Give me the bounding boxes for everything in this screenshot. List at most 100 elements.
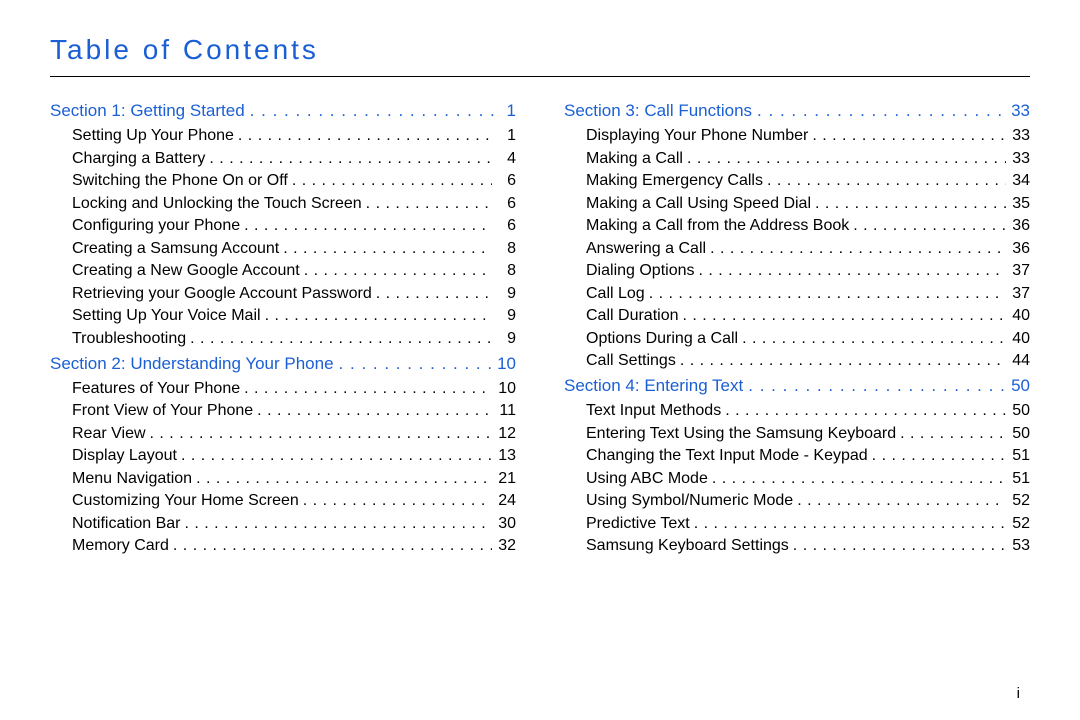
toc-entry-label: Displaying Your Phone Number — [586, 127, 808, 145]
leader-dots: . . . . . . . . . . . . . . . . . . . . … — [304, 262, 492, 280]
toc-entry-page: 36 — [1010, 217, 1030, 235]
toc-entry[interactable]: Changing the Text Input Mode - Keypad . … — [586, 447, 1030, 465]
toc-entry-label: Retrieving your Google Account Password — [72, 285, 372, 303]
toc-entry-page: 52 — [1010, 515, 1030, 533]
toc-entry[interactable]: Text Input Methods . . . . . . . . . . .… — [586, 402, 1030, 420]
toc-section-page: 1 — [507, 101, 516, 121]
toc-entry-page: 40 — [1010, 307, 1030, 325]
toc-entry-page: 8 — [496, 262, 516, 280]
toc-entry[interactable]: Predictive Text . . . . . . . . . . . . … — [586, 515, 1030, 533]
toc-entry[interactable]: Creating a Samsung Account . . . . . . .… — [72, 240, 516, 258]
toc-entry[interactable]: Customizing Your Home Screen . . . . . .… — [72, 492, 516, 510]
toc-entry-label: Using Symbol/Numeric Mode — [586, 492, 793, 510]
toc-entry-label: Setting Up Your Phone — [72, 127, 234, 145]
leader-dots: . . . . . . . . . . . . . . . . . . . . … — [150, 425, 492, 443]
toc-entry[interactable]: Creating a New Google Account . . . . . … — [72, 262, 516, 280]
toc-entry[interactable]: Making a Call . . . . . . . . . . . . . … — [586, 150, 1030, 168]
leader-dots: . . . . . . . . . . . . . . . . . . . . … — [793, 537, 1006, 555]
toc-entry-page: 51 — [1010, 447, 1030, 465]
toc-entry-page: 40 — [1010, 330, 1030, 348]
toc-entry-page: 10 — [496, 380, 516, 398]
toc-entry-page: 1 — [496, 127, 516, 145]
toc-entry-page: 6 — [496, 217, 516, 235]
toc-entry[interactable]: Making Emergency Calls . . . . . . . . .… — [586, 172, 1030, 190]
leader-dots: . . . . . . . . . . . . . . . . . . . . … — [265, 307, 492, 325]
leader-dots: . . . . . . . . . . . . . . . . . . . . … — [181, 447, 492, 465]
leader-dots: . . . . . . . . . . . . . . . . . . . . … — [649, 285, 1006, 303]
toc-entry[interactable]: Answering a Call . . . . . . . . . . . .… — [586, 240, 1030, 258]
toc-section[interactable]: Section 4: Entering Text . . . . . . . .… — [564, 376, 1030, 396]
title-rule — [50, 76, 1030, 77]
leader-dots: . . . . . . . . . . . . . . . . . . . . … — [292, 172, 492, 190]
toc-column-left: Section 1: Getting Started . . . . . . .… — [50, 95, 516, 560]
toc-entry[interactable]: Notification Bar . . . . . . . . . . . .… — [72, 515, 516, 533]
toc-entry[interactable]: Setting Up Your Phone . . . . . . . . . … — [72, 127, 516, 145]
toc-entry[interactable]: Troubleshooting . . . . . . . . . . . . … — [72, 330, 516, 348]
toc-entry[interactable]: Call Duration . . . . . . . . . . . . . … — [586, 307, 1030, 325]
toc-entry-label: Setting Up Your Voice Mail — [72, 307, 261, 325]
toc-entry[interactable]: Charging a Battery . . . . . . . . . . .… — [72, 150, 516, 168]
toc-entry[interactable]: Call Log . . . . . . . . . . . . . . . .… — [586, 285, 1030, 303]
page-number: i — [1017, 685, 1020, 702]
toc-entry-label: Using ABC Mode — [586, 470, 708, 488]
leader-dots: . . . . . . . . . . . . . . . . . . . . … — [712, 470, 1006, 488]
toc-section[interactable]: Section 1: Getting Started . . . . . . .… — [50, 101, 516, 121]
toc-entry-label: Locking and Unlocking the Touch Screen — [72, 195, 362, 213]
toc-entry-page: 37 — [1010, 285, 1030, 303]
toc-entry[interactable]: Entering Text Using the Samsung Keyboard… — [586, 425, 1030, 443]
leader-dots: . . . . . . . . . . . . . . . . . . . . … — [699, 262, 1007, 280]
toc-entry-page: 21 — [496, 470, 516, 488]
toc-entry[interactable]: Locking and Unlocking the Touch Screen .… — [72, 195, 516, 213]
toc-entry-label: Making a Call from the Address Book — [586, 217, 849, 235]
toc-entry-page: 6 — [496, 172, 516, 190]
toc-entry-page: 4 — [496, 150, 516, 168]
toc-entry[interactable]: Setting Up Your Voice Mail . . . . . . .… — [72, 307, 516, 325]
toc-entry[interactable]: Display Layout . . . . . . . . . . . . .… — [72, 447, 516, 465]
toc-entry[interactable]: Options During a Call . . . . . . . . . … — [586, 330, 1030, 348]
toc-entry[interactable]: Dialing Options . . . . . . . . . . . . … — [586, 262, 1030, 280]
leader-dots: . . . . . . . . . . . . . . . . . . . . … — [303, 492, 492, 510]
toc-entry[interactable]: Configuring your Phone . . . . . . . . .… — [72, 217, 516, 235]
toc-entry[interactable]: Samsung Keyboard Settings . . . . . . . … — [586, 537, 1030, 555]
toc-entry-label: Features of Your Phone — [72, 380, 240, 398]
toc-entry[interactable]: Making a Call Using Speed Dial . . . . .… — [586, 195, 1030, 213]
toc-entry[interactable]: Rear View . . . . . . . . . . . . . . . … — [72, 425, 516, 443]
toc-entry-label: Call Settings — [586, 352, 676, 370]
toc-entry[interactable]: Front View of Your Phone . . . . . . . .… — [72, 402, 516, 420]
toc-entry-label: Display Layout — [72, 447, 177, 465]
toc-entry-page: 34 — [1010, 172, 1030, 190]
toc-entry[interactable]: Menu Navigation . . . . . . . . . . . . … — [72, 470, 516, 488]
leader-dots: . . . . . . . . . . . . . . . . . . . . … — [872, 447, 1006, 465]
toc-entry[interactable]: Retrieving your Google Account Password … — [72, 285, 516, 303]
toc-entry[interactable]: Using Symbol/Numeric Mode . . . . . . . … — [586, 492, 1030, 510]
toc-entry[interactable]: Displaying Your Phone Number . . . . . .… — [586, 127, 1030, 145]
leader-dots: . . . . . . . . . . . . . . . . . . . . … — [244, 380, 492, 398]
toc-entry-label: Rear View — [72, 425, 146, 443]
toc-entry[interactable]: Using ABC Mode . . . . . . . . . . . . .… — [586, 470, 1030, 488]
toc-entry-label: Call Duration — [586, 307, 678, 325]
toc-entry-label: Predictive Text — [586, 515, 690, 533]
toc-section[interactable]: Section 2: Understanding Your Phone . . … — [50, 354, 516, 374]
toc-entry-page: 52 — [1010, 492, 1030, 510]
toc-entry-page: 53 — [1010, 537, 1030, 555]
toc-entry[interactable]: Call Settings . . . . . . . . . . . . . … — [586, 352, 1030, 370]
toc-entry-label: Dialing Options — [586, 262, 695, 280]
leader-dots: . . . . . . . . . . . . . . . . . . . . … — [173, 537, 492, 555]
leader-dots: . . . . . . . . . . . . . . . . . . . . … — [710, 240, 1006, 258]
leader-dots: . . . . . . . . . . . . . . . . . . . . … — [682, 307, 1006, 325]
leader-dots: . . . . . . . . . . . . . . . . . . . . … — [812, 127, 1006, 145]
toc-entry[interactable]: Making a Call from the Address Book . . … — [586, 217, 1030, 235]
toc-entry-page: 35 — [1010, 195, 1030, 213]
toc-section-label: Section 2: Understanding Your Phone — [50, 354, 334, 374]
toc-entry-label: Options During a Call — [586, 330, 738, 348]
toc-entry-label: Customizing Your Home Screen — [72, 492, 299, 510]
toc-section[interactable]: Section 3: Call Functions . . . . . . . … — [564, 101, 1030, 121]
toc-entry-page: 50 — [1010, 402, 1030, 420]
leader-dots: . . . . . . . . . . . . . . . . . . . . … — [767, 172, 1006, 190]
toc-entry[interactable]: Features of Your Phone . . . . . . . . .… — [72, 380, 516, 398]
toc-section-page: 10 — [497, 354, 516, 374]
toc-entry[interactable]: Memory Card . . . . . . . . . . . . . . … — [72, 537, 516, 555]
toc-entry[interactable]: Switching the Phone On or Off . . . . . … — [72, 172, 516, 190]
toc-entry-page: 32 — [496, 537, 516, 555]
toc-entry-label: Configuring your Phone — [72, 217, 240, 235]
